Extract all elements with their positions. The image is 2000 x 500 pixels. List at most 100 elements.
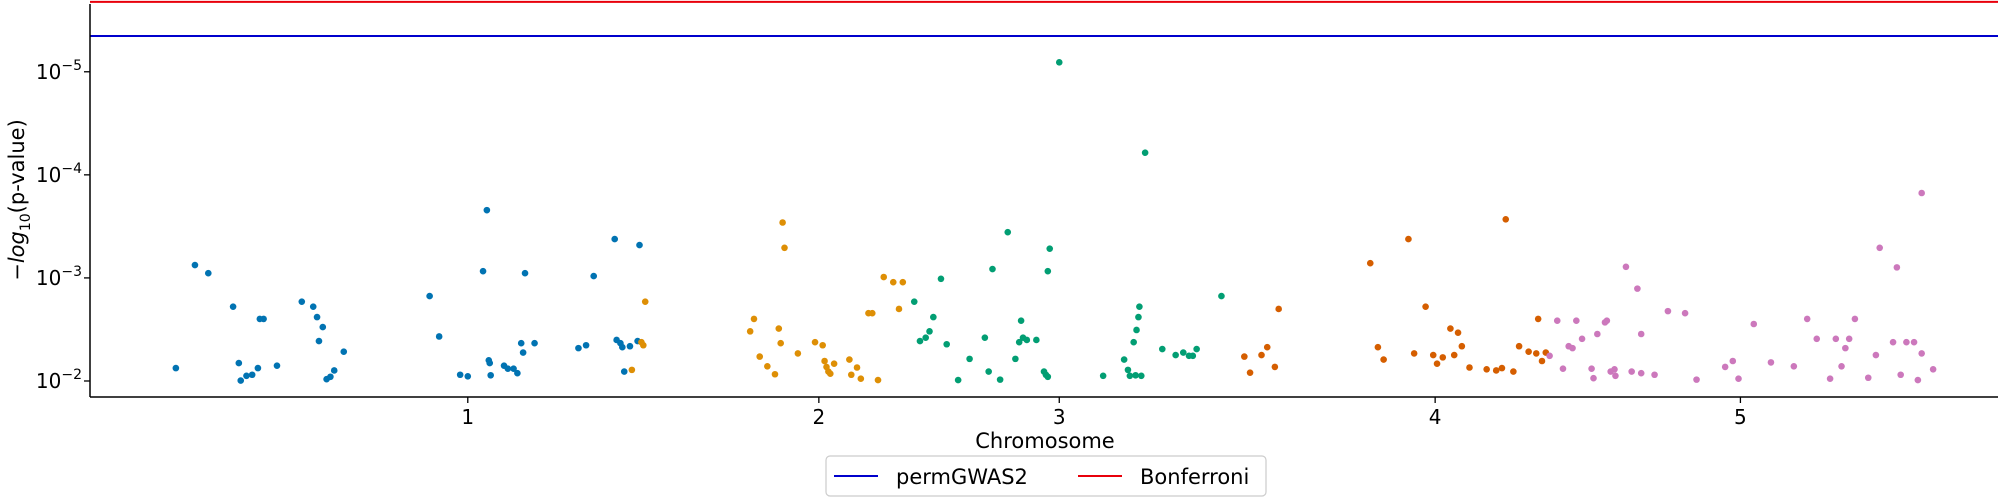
data-point: [1429, 351, 1437, 359]
data-point: [1124, 366, 1132, 374]
data-point: [857, 375, 865, 382]
data-point: [248, 371, 256, 379]
data-point: [1813, 335, 1821, 343]
data-point: [779, 219, 786, 226]
data-point: [1466, 364, 1473, 371]
data-point: [582, 341, 590, 349]
data-point: [1130, 338, 1137, 346]
data-point: [1790, 362, 1798, 370]
x-axis-ticks: 1 2 3 4 5: [461, 397, 1747, 429]
data-point: [1637, 330, 1645, 338]
data-point: [1099, 372, 1107, 380]
data-point: [1872, 351, 1880, 359]
legend-label-bonferroni: Bonferroni: [1140, 465, 1249, 489]
y-axis-label-log: log: [5, 231, 29, 263]
data-point: [1433, 360, 1441, 368]
data-point: [910, 298, 918, 305]
data-point: [521, 269, 529, 277]
data-point: [1126, 372, 1134, 380]
x-axis-label: Chromosome: [975, 429, 1114, 453]
data-point: [1918, 189, 1925, 197]
data-point: [517, 339, 525, 347]
data-point: [1612, 372, 1619, 380]
threshold-lines: [90, 0, 1998, 38]
data-point: [937, 275, 945, 283]
data-point: [1046, 245, 1054, 252]
data-point: [1450, 351, 1458, 359]
data-point: [298, 298, 306, 305]
data-point: [1133, 326, 1140, 334]
data-point: [1172, 351, 1179, 359]
data-point: [340, 348, 348, 356]
data-point: [996, 376, 1004, 383]
data-point: [771, 370, 779, 378]
data-point: [1569, 344, 1576, 352]
data-point: [1218, 292, 1225, 300]
data-point: [1803, 315, 1811, 323]
data-point: [880, 273, 888, 281]
data-point: [1120, 356, 1128, 363]
data-point: [1826, 375, 1834, 382]
data-point: [611, 235, 618, 243]
data-point: [1023, 336, 1031, 344]
data-point: [777, 339, 784, 347]
data-point: [1410, 350, 1418, 357]
data-point: [794, 350, 802, 357]
data-point: [1439, 354, 1447, 361]
data-point: [1897, 371, 1904, 379]
data-point: [1553, 317, 1561, 324]
data-point: [1447, 325, 1454, 332]
y-tick-label: 10−2: [36, 367, 82, 393]
data-point: [930, 313, 937, 321]
data-point: [243, 372, 250, 380]
data-point: [1588, 365, 1595, 373]
data-point: [1374, 343, 1382, 351]
data-point: [1458, 342, 1466, 350]
x-tick-label: 4: [1429, 405, 1442, 429]
data-point: [847, 371, 855, 379]
data-point: [922, 334, 930, 341]
data-point: [1271, 363, 1279, 371]
data-point: [1681, 309, 1689, 317]
data-point: [764, 362, 771, 370]
data-point: [1851, 315, 1859, 323]
data-point: [330, 367, 338, 374]
data-point: [483, 206, 491, 214]
data-point: [916, 337, 924, 345]
data-point: [981, 334, 989, 341]
data-points: [172, 59, 1937, 384]
data-point: [750, 315, 758, 323]
data-point: [954, 376, 962, 384]
data-point: [1628, 368, 1635, 375]
data-point: [1483, 365, 1490, 373]
data-point: [1750, 320, 1758, 328]
data-point: [819, 341, 826, 349]
data-point: [1538, 357, 1546, 365]
data-point: [1693, 376, 1700, 383]
data-point: [1275, 305, 1282, 313]
data-point: [204, 269, 212, 277]
data-point: [1258, 351, 1265, 359]
data-point: [985, 368, 992, 375]
data-point: [172, 364, 180, 372]
data-point: [1132, 371, 1139, 379]
data-point: [1634, 285, 1641, 292]
data-point: [1578, 335, 1586, 343]
data-point: [1017, 317, 1025, 324]
data-point: [966, 355, 973, 363]
data-point: [1141, 149, 1149, 157]
data-point: [1454, 329, 1462, 336]
data-point: [1498, 364, 1506, 372]
data-point: [487, 371, 494, 379]
data-point: [620, 368, 628, 375]
data-point: [827, 370, 834, 378]
data-point: [590, 272, 598, 280]
data-point: [1594, 330, 1601, 338]
data-point: [235, 359, 243, 367]
data-point: [1637, 369, 1645, 377]
data-point: [756, 353, 764, 360]
data-point: [327, 373, 334, 381]
data-point: [775, 325, 783, 332]
data-point: [426, 292, 433, 300]
data-point: [504, 365, 512, 373]
